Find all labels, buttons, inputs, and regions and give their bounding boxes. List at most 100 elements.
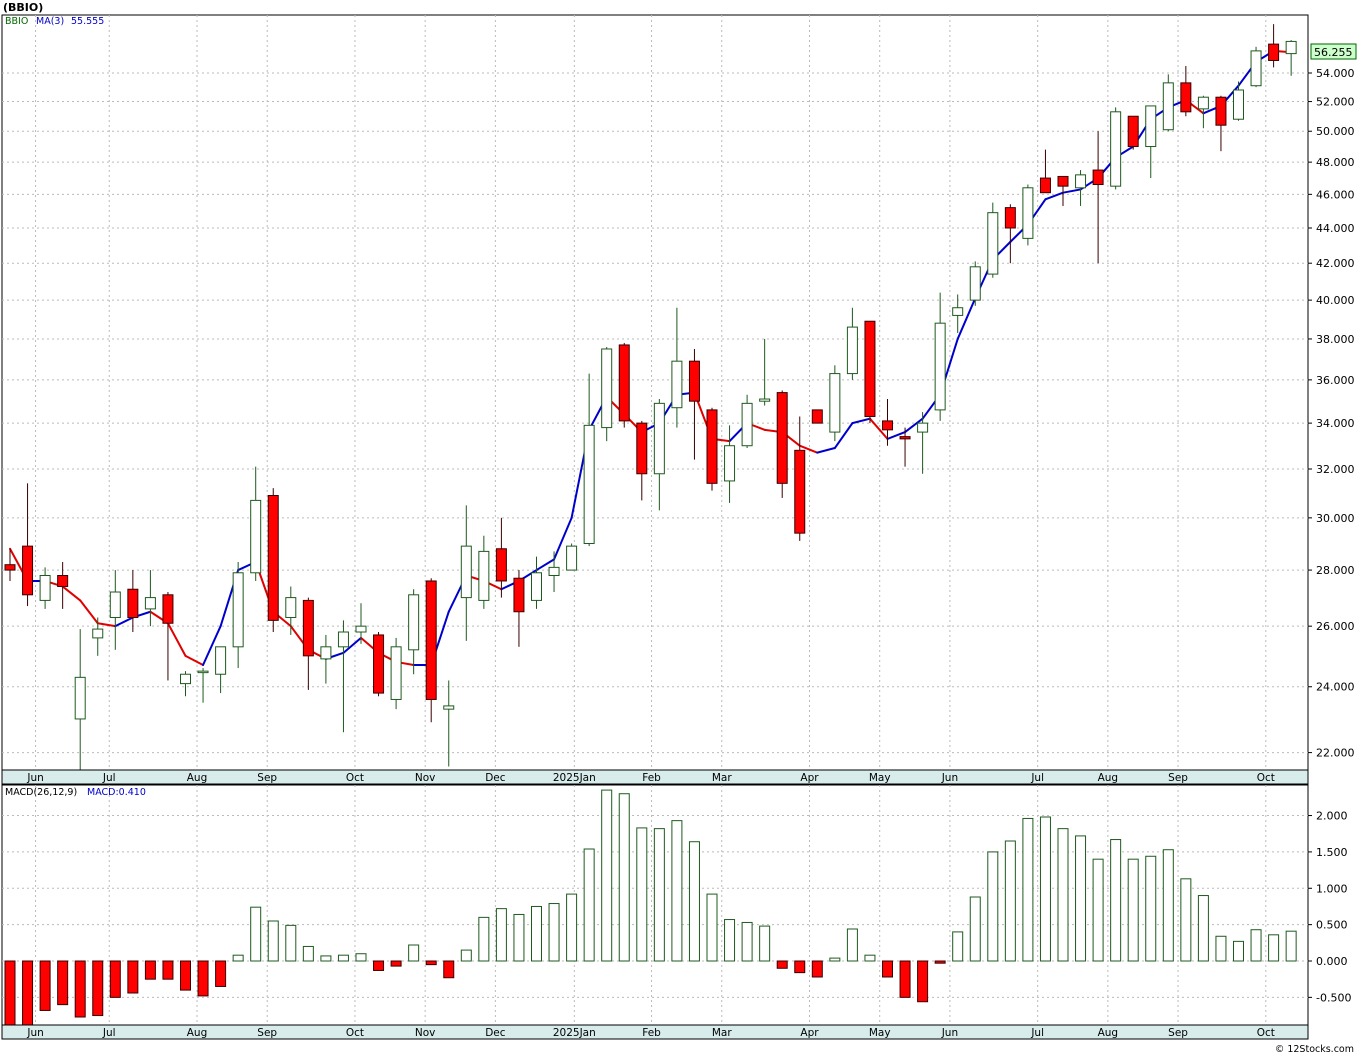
candle-body	[513, 577, 525, 613]
price-tick-label: 30.000	[1316, 512, 1355, 525]
macd-bar	[355, 953, 367, 962]
candle-body	[794, 449, 806, 534]
macd-bar	[548, 903, 560, 962]
macd-month-label: Oct	[346, 1027, 364, 1039]
ma3-segment	[1062, 188, 1082, 194]
candle-body	[636, 422, 648, 475]
macd-bar	[1127, 858, 1139, 962]
candle	[1268, 24, 1280, 68]
candle	[846, 307, 858, 380]
candle	[74, 629, 86, 770]
candle	[811, 409, 823, 424]
price-month-label: Feb	[642, 772, 661, 784]
macd-bar	[478, 916, 490, 962]
macd-bar	[285, 924, 297, 962]
price-month-label: 2025Jan	[553, 772, 596, 784]
macd-month-label: Aug	[187, 1027, 208, 1039]
candle	[495, 517, 507, 598]
price-month-label: Mar	[712, 772, 732, 784]
candle-body	[127, 588, 139, 618]
macd-bar	[408, 944, 420, 962]
ma3-segment	[816, 447, 836, 454]
macd-bar	[724, 919, 736, 962]
candle-body	[917, 422, 929, 433]
candle	[952, 294, 964, 333]
candle-body	[355, 625, 367, 633]
macd-bar	[829, 957, 841, 962]
macd-month-label: Aug	[1098, 1027, 1119, 1039]
macd-bar	[583, 848, 595, 962]
candle	[934, 292, 946, 421]
candle-body	[267, 494, 279, 621]
macd-bar	[1145, 855, 1157, 962]
macd-bar	[197, 960, 209, 997]
macd-bar	[337, 954, 349, 962]
candle-body	[74, 676, 86, 720]
macd-bar	[759, 925, 771, 962]
ma3-segment	[1044, 191, 1064, 201]
macd-bar	[495, 908, 507, 962]
candle	[1039, 149, 1051, 194]
candle	[1110, 107, 1122, 190]
price-tick-label: 52.000	[1316, 96, 1355, 109]
candle-body	[408, 594, 420, 651]
candle-body	[250, 499, 262, 574]
candle-body	[934, 322, 946, 411]
macd-month-label: Jun	[26, 1027, 43, 1039]
macd-bar	[250, 906, 262, 962]
candle	[92, 617, 104, 656]
macd-month-label: Nov	[415, 1027, 436, 1039]
price-month-label: Apr	[800, 772, 819, 784]
candle-body	[864, 320, 876, 417]
ma3-segment	[851, 417, 871, 425]
candle-body	[671, 360, 683, 409]
macd-bar	[864, 954, 876, 962]
macd-bar	[1039, 816, 1051, 962]
candle	[144, 570, 156, 627]
macd-bar	[934, 960, 946, 964]
macd-tick-label: 1.500	[1316, 846, 1348, 859]
ma3-segment	[166, 622, 187, 657]
candle	[583, 373, 595, 547]
macd-tick-label: 1.000	[1316, 882, 1348, 895]
candle-body	[302, 599, 314, 657]
candle	[285, 586, 297, 635]
candle	[443, 680, 455, 767]
macd-month-label: Jul	[102, 1027, 116, 1039]
candle-body	[899, 436, 911, 440]
candle	[1180, 66, 1192, 117]
candle-body	[1075, 174, 1087, 189]
macd-bar	[846, 928, 858, 962]
candle	[373, 632, 385, 697]
candle	[232, 562, 244, 669]
candle	[1004, 204, 1016, 264]
price-x-axis: Jun Jul Aug Sep Oct Nov Dec 2025Jan Feb Mar Apr May…	[26, 772, 1275, 784]
macd-bar	[1004, 840, 1016, 962]
candle-body	[495, 548, 507, 582]
price-tick-label: 38.000	[1316, 333, 1355, 346]
price-tick-label: 32.000	[1316, 463, 1355, 476]
price-tick-label: 34.000	[1316, 417, 1355, 430]
candle-body	[741, 402, 753, 447]
candle	[408, 589, 420, 675]
candle-body	[478, 550, 490, 601]
macd-bar	[425, 960, 437, 966]
candle	[162, 592, 174, 681]
candle-body	[320, 646, 332, 660]
price-month-label: Sep	[257, 772, 277, 784]
price-tick-label: 50.000	[1316, 125, 1355, 138]
candle-body	[390, 646, 402, 700]
macd-bar	[320, 955, 332, 962]
candle	[531, 556, 542, 609]
price-tick-label: 40.000	[1316, 294, 1355, 307]
candle-body	[1110, 111, 1122, 187]
macd-value-label: MACD:0.410	[87, 787, 146, 798]
macd-bar	[811, 960, 823, 978]
price-tick-label: 22.000	[1316, 747, 1355, 760]
candle	[776, 390, 788, 498]
candle	[636, 420, 648, 501]
macd-bar	[1285, 930, 1297, 962]
candle	[548, 551, 560, 593]
macd-grid	[2, 785, 1308, 1025]
ma3-segment	[184, 654, 205, 666]
